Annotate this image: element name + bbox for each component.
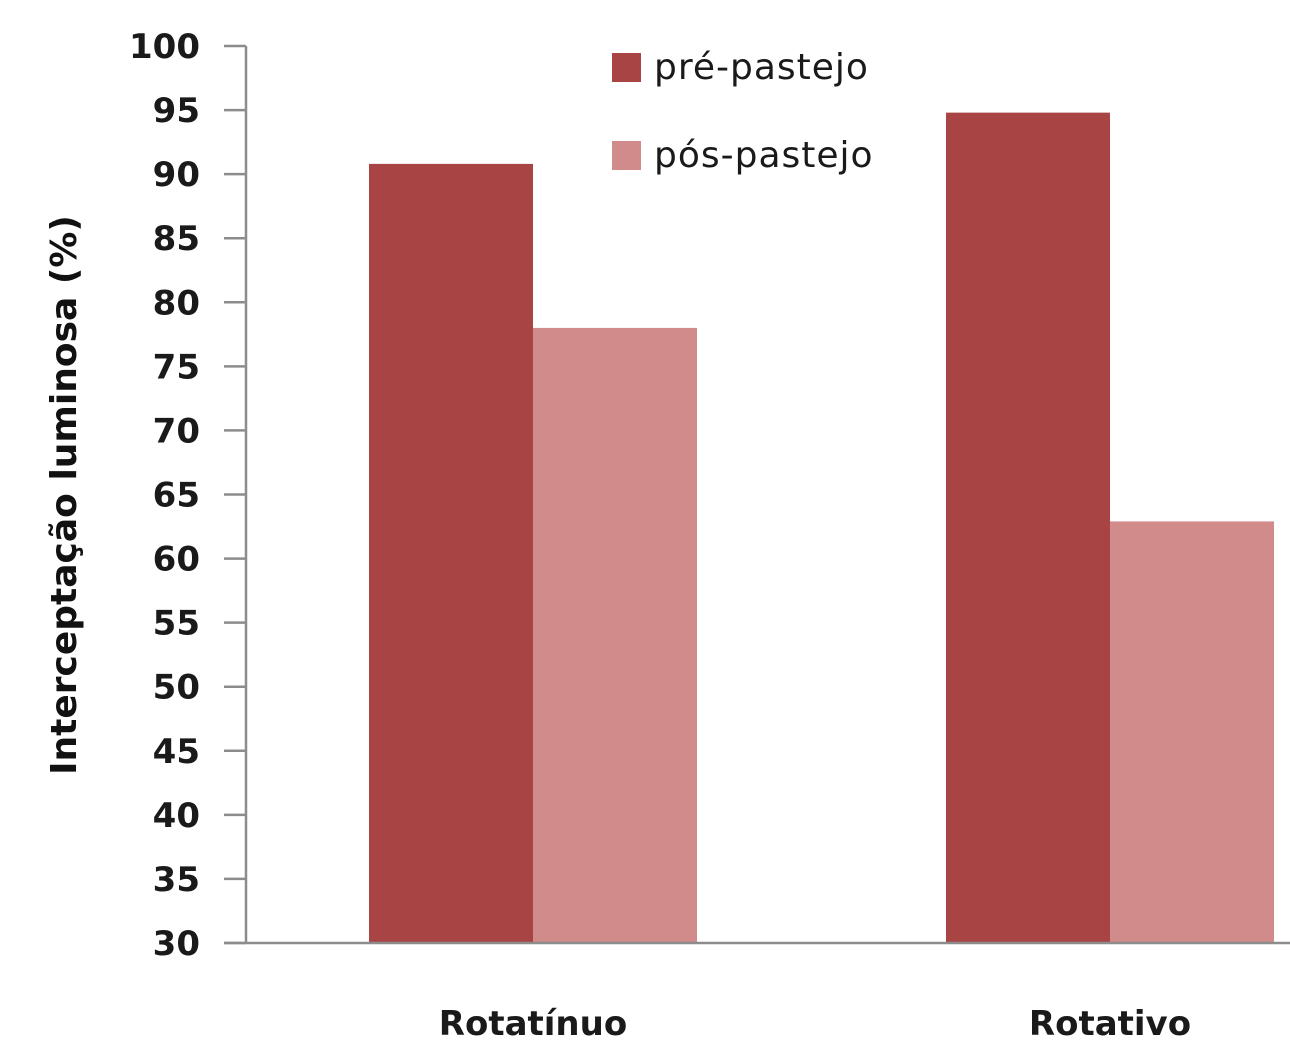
bar-pre-pastejo-2 [946, 112, 1110, 944]
y-tick-label: 95 [153, 91, 200, 131]
y-tick-label: 100 [129, 27, 200, 67]
y-tick-label: 90 [153, 155, 200, 195]
bars-group [369, 112, 1274, 944]
x-category-label: Rotativo [1029, 1004, 1191, 1042]
legend-swatch [612, 141, 641, 170]
y-tick-label: 80 [153, 283, 200, 323]
y-tick-label: 40 [153, 796, 200, 836]
y-tick-label: 35 [153, 860, 200, 900]
legend-label: pré-pastejo [654, 47, 869, 88]
y-tick-label: 45 [153, 732, 200, 772]
bar-pos-pastejo-1 [533, 327, 697, 943]
legend-label: pós-pastejo [654, 135, 874, 176]
y-tick-label: 30 [153, 924, 200, 964]
y-axis-title: Interceptação luminosa (%) [44, 215, 85, 775]
y-tick-label: 55 [153, 604, 200, 644]
y-tick-label: 85 [153, 219, 200, 259]
y-ticks-group: 30 35 40 45 50 55 60 65 70 75 80 85 90 95 100 [129, 27, 246, 964]
legend-swatch [612, 53, 641, 82]
bar-pos-pastejo-2 [1110, 521, 1274, 943]
y-tick-label: 60 [153, 540, 200, 580]
y-tick-label: 70 [153, 411, 200, 451]
x-categories-group: Rotatínuo Rotativo [439, 1004, 1191, 1042]
y-tick-label: 75 [153, 347, 200, 387]
y-tick-label: 50 [153, 668, 200, 708]
x-category-label: Rotatínuo [439, 1004, 627, 1042]
y-tick-label: 65 [153, 476, 200, 516]
bar-pre-pastejo-1 [369, 163, 533, 944]
legend: pré-pastejo pós-pastejo [612, 47, 874, 176]
